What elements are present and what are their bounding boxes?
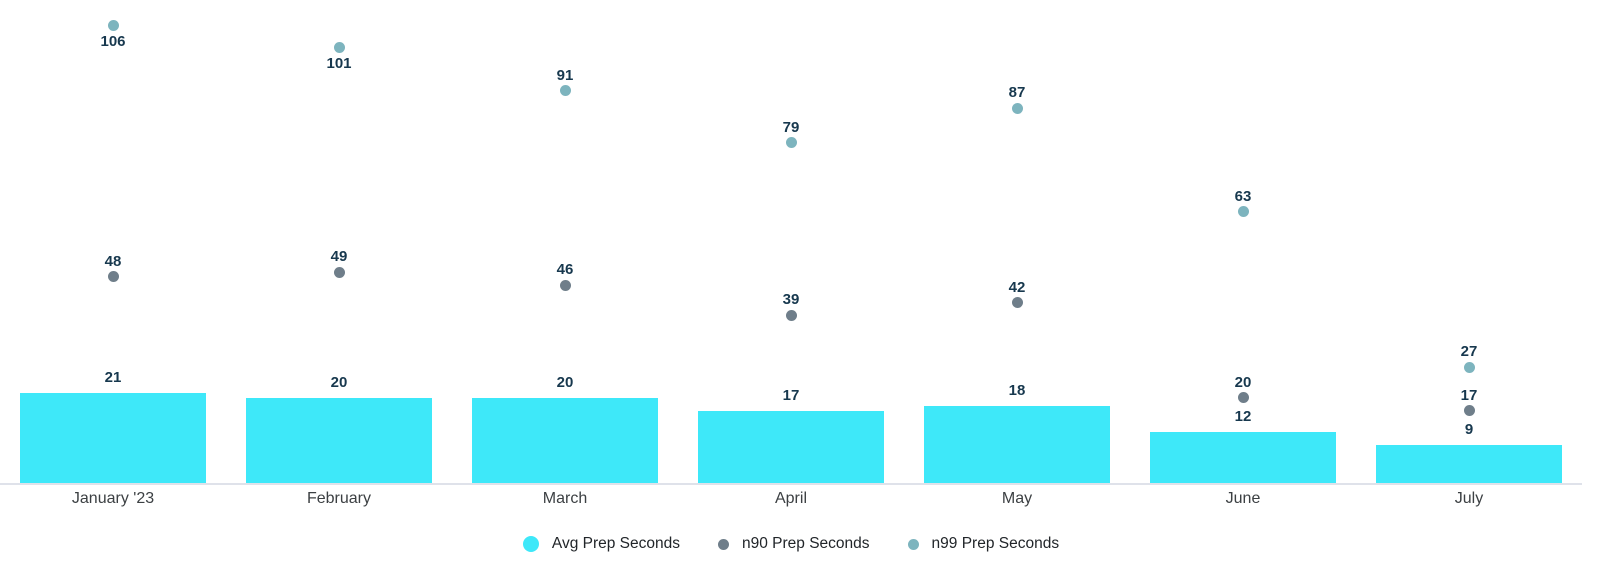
x-axis-label-february: February: [306, 490, 372, 507]
n99-prep-seconds-dot-march[interactable]: [559, 85, 571, 97]
n90-prep-seconds-dot-february[interactable]: [333, 266, 345, 278]
bar-value-label: 18: [1008, 382, 1026, 400]
n90-prep-seconds-dot-april[interactable]: [785, 309, 797, 321]
legend-marker-icon-avg-prep-seconds: [522, 536, 539, 552]
n90-prep-seconds-dot-may[interactable]: [1011, 297, 1023, 308]
n90-prep-seconds-dot-march[interactable]: [559, 279, 571, 291]
n99-prep-seconds-dot-june[interactable]: [1237, 206, 1249, 218]
bar-value-label: 20: [556, 373, 574, 391]
category-column-february: 20 49 101: [226, 0, 452, 484]
point-value-label: 63: [1234, 187, 1252, 205]
category-column-january-23: 21 48 106: [0, 0, 226, 484]
n90-prep-seconds-dot-january-23[interactable]: [107, 271, 119, 283]
point-value-label: 39: [782, 291, 800, 309]
n99-prep-seconds-dot-january-23[interactable]: [107, 20, 119, 32]
legend-label: Avg Prep Seconds: [551, 535, 680, 552]
bar-value-label: 21: [104, 369, 122, 387]
bar-avg-prep-seconds-february[interactable]: [246, 397, 432, 484]
legend-label: n99 Prep Seconds: [931, 535, 1060, 552]
category-column-july: 9 17 27: [1356, 0, 1582, 484]
point-value-label: 87: [1008, 84, 1026, 102]
point-value-label: 91: [556, 66, 574, 84]
bar-avg-prep-seconds-july[interactable]: [1376, 445, 1562, 484]
legend-item-n99-prep-seconds[interactable]: n99 Prep Seconds: [907, 535, 1060, 553]
bar-value-label: 20: [330, 373, 348, 391]
bar-value-label: 9: [1464, 421, 1474, 439]
point-value-label: 20: [1234, 373, 1252, 391]
point-value-label: 17: [1460, 386, 1478, 404]
legend-item-avg-prep-seconds[interactable]: Avg Prep Seconds: [522, 535, 680, 553]
x-axis-label-july: July: [1454, 490, 1484, 507]
legend-label: n90 Prep Seconds: [742, 535, 870, 552]
bar-avg-prep-seconds-june[interactable]: [1150, 432, 1336, 484]
point-value-label: 46: [556, 261, 574, 279]
point-value-label: 79: [782, 118, 800, 136]
bar-avg-prep-seconds-may[interactable]: [924, 406, 1110, 484]
n90-prep-seconds-dot-june[interactable]: [1237, 392, 1249, 404]
x-axis-label-april: April: [774, 490, 807, 507]
n99-prep-seconds-dot-july[interactable]: [1463, 361, 1475, 373]
point-value-label: 42: [1008, 278, 1026, 296]
point-value-label: 48: [104, 252, 122, 270]
bar-avg-prep-seconds-march[interactable]: [472, 397, 658, 484]
point-value-label: 49: [330, 248, 348, 266]
point-value-label: 101: [326, 54, 352, 72]
category-column-june: 12 20 63: [1130, 0, 1356, 484]
legend-marker-icon-n99-prep-seconds: [907, 538, 919, 550]
point-value-label: 106: [100, 32, 126, 50]
n99-prep-seconds-dot-april[interactable]: [785, 137, 797, 149]
bar-value-label: 17: [782, 386, 800, 404]
category-column-march: 20 46 91: [452, 0, 678, 484]
plot-area: 21 48 106 20 49 101 20 46 91 17 39 79 18 42 87 12 20 63 9 1…: [0, 0, 1582, 484]
x-axis-label-may: May: [1001, 490, 1033, 507]
x-axis-label-march: March: [542, 490, 588, 507]
x-axis-label-january-23: January '23: [71, 490, 155, 507]
n90-prep-seconds-dot-july[interactable]: [1463, 405, 1475, 417]
n99-prep-seconds-dot-may[interactable]: [1011, 102, 1023, 114]
x-axis-label-june: June: [1225, 490, 1261, 507]
n99-prep-seconds-dot-february[interactable]: [333, 42, 345, 54]
legend-marker-icon-n90-prep-seconds: [718, 538, 729, 550]
chart-legend: Avg Prep Seconds n90 Prep Seconds n99 Prep…: [0, 533, 1582, 555]
point-value-label: 27: [1460, 343, 1478, 361]
bar-avg-prep-seconds-january-23[interactable]: [20, 393, 206, 484]
legend-item-n90-prep-seconds[interactable]: n90 Prep Seconds: [718, 535, 870, 553]
category-column-may: 18 42 87: [904, 0, 1130, 484]
bar-value-label: 12: [1234, 408, 1252, 426]
x-axis-line: [0, 483, 1582, 485]
category-column-april: 17 39 79: [678, 0, 904, 484]
bar-avg-prep-seconds-april[interactable]: [698, 410, 884, 484]
